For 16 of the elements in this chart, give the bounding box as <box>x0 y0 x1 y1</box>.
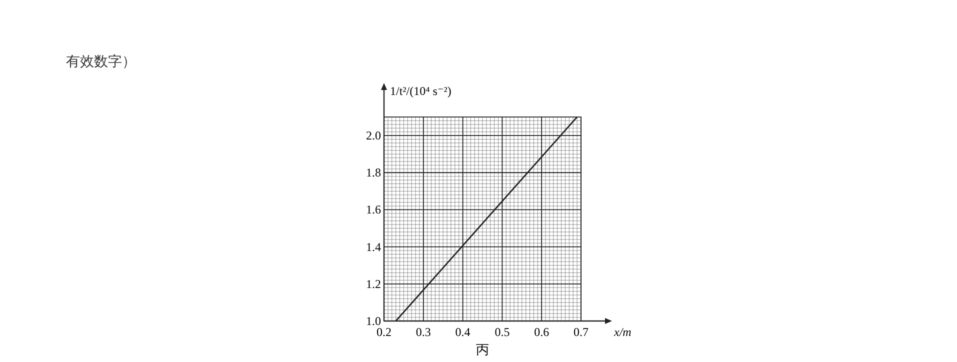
y-tick-label: 2.0 <box>366 128 381 143</box>
y-tick-label: 1.6 <box>366 202 381 217</box>
x-tick-label: 0.3 <box>416 325 431 339</box>
x-tick-label: 0.2 <box>376 325 392 339</box>
x-tick-label: 0.6 <box>534 325 550 339</box>
text: 有效数字） <box>66 54 136 70</box>
y-tick-label: 1.0 <box>366 314 381 328</box>
y-tick-label: 1.2 <box>366 276 381 291</box>
y-tick-label: 1.4 <box>366 240 381 254</box>
y-tick-label: 1.8 <box>366 166 381 180</box>
x-tick-label: 0.5 <box>494 325 510 339</box>
x-axis-title: x/m <box>613 325 632 339</box>
x-tick-label: 0.4 <box>455 325 470 339</box>
text: 丙 <box>476 342 489 357</box>
x-tick-label: 0.7 <box>574 325 588 339</box>
y-axis-title: 1/t²/(10⁴ s⁻²) <box>390 84 452 98</box>
